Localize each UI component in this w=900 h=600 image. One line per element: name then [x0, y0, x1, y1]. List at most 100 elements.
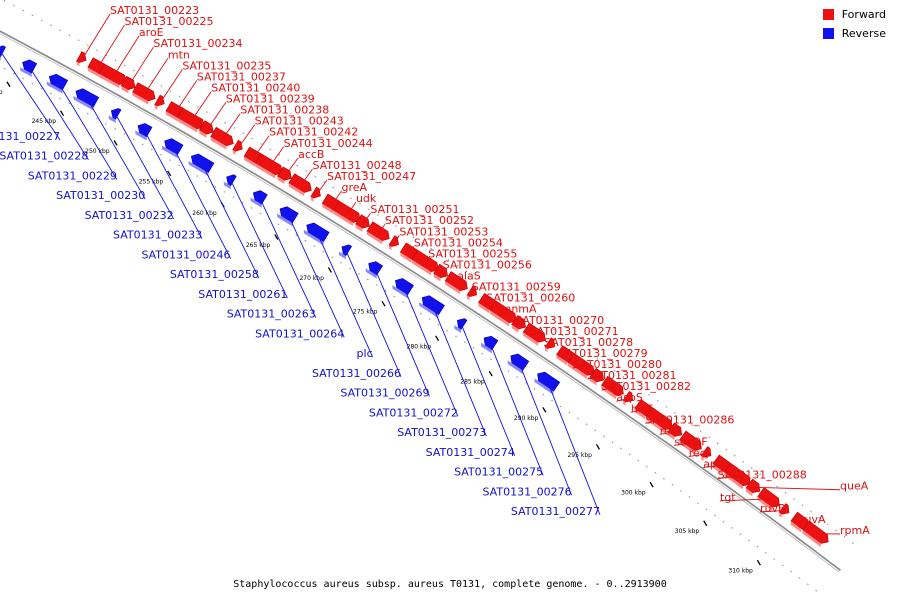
scale-tick-label: 245 kbp [32, 118, 57, 125]
leader-line [719, 498, 771, 502]
gene-arrow [802, 520, 829, 544]
gene-label: recJ [689, 447, 709, 460]
gene-label: SAT0131_00253 [399, 225, 488, 238]
gene-label: SAT0131_00282 [602, 380, 691, 393]
leader-line [379, 223, 386, 233]
gene-arrow-face [411, 259, 432, 276]
gene-arrow-face [802, 529, 821, 547]
gene-arrow [137, 123, 153, 138]
gene-label: SAT0131_00266 [312, 367, 401, 380]
gene-label: SAT0131_00281 [587, 369, 676, 382]
leader-line [332, 190, 342, 204]
gene-label: SAT0131_00274 [426, 446, 515, 459]
leader-line [485, 301, 490, 304]
gene-label: SAT0131_00279 [559, 347, 648, 360]
scale-tick-label: 270 kbp [299, 275, 324, 282]
gene-label: aroE [139, 26, 164, 39]
gene-arrow [0, 45, 7, 58]
gene-label: accB [298, 148, 324, 161]
gene-arrow-face [365, 268, 377, 279]
gene-arrow-face [132, 92, 149, 105]
gene-label: SAT0131_00258 [170, 268, 259, 281]
gene-label: SAT0131_00252 [385, 214, 474, 227]
gene-arrow-face [250, 197, 262, 208]
gene-label: SAT0131_00278 [544, 336, 633, 349]
gene-arrow [132, 82, 156, 102]
scale-tick [435, 335, 440, 342]
gene-arrow [510, 353, 530, 371]
gene-arrow [110, 108, 122, 120]
gene-label: SAT0131_00259 [472, 281, 561, 294]
gene-label: rpmA [840, 524, 870, 537]
gene-label: SAT0131_00230 [56, 189, 145, 202]
leader-line [129, 46, 154, 85]
gene-label: ruvB [760, 502, 786, 515]
gene-label: SAT0131_00227 [0, 130, 60, 143]
gene-arrow-face [154, 104, 158, 110]
gene-arrow-face [623, 400, 626, 406]
gene-label: SAT0131_00243 [255, 115, 344, 128]
gene-label: SAT0131_00228 [0, 150, 88, 163]
gene-arrow-face [277, 213, 293, 227]
gene-label: SAT0131_00248 [313, 159, 402, 172]
gene-arrow-face [288, 183, 305, 197]
gene-arrow-face [511, 324, 519, 333]
gene-arrow-face [489, 310, 510, 327]
leader-line [316, 230, 374, 358]
gene-label: alaS [457, 270, 481, 283]
gene-arrow-face [244, 156, 256, 167]
leader-layer [0, 13, 841, 535]
gene-label: SAT0131_00270 [515, 314, 604, 327]
gene-label: SAT0131_00234 [153, 37, 242, 50]
gene-label: SAT0131_00232 [85, 209, 174, 222]
leader-line [285, 157, 299, 176]
scale-tick [595, 444, 601, 450]
forward-track-guide [3, 0, 859, 548]
scale-tick [756, 559, 761, 566]
leader-line [191, 91, 212, 120]
gene-label: SAT0131_00254 [414, 236, 503, 249]
scale-tick [381, 300, 386, 307]
gene-arrow-face [199, 130, 207, 138]
leader-line [0, 50, 61, 141]
leader-line [799, 521, 802, 524]
gene-label: SAT0131_00288 [718, 469, 807, 482]
leader-line [558, 354, 568, 358]
legend-reverse: Reverse [822, 27, 886, 40]
gene-arrow [483, 335, 499, 351]
leader-line [160, 69, 183, 103]
leader-line [97, 24, 125, 68]
gene-arrow-face [121, 85, 129, 94]
gene-arrow-face [339, 251, 346, 260]
gene-label: plc [357, 347, 373, 360]
gene-label: SAT0131_00238 [240, 104, 329, 117]
scale-tick [274, 234, 279, 240]
gene-arrow [154, 94, 165, 107]
legend-reverse-label: Reverse [841, 27, 886, 40]
gene-label: SAT0131_00233 [113, 229, 202, 242]
gene-arrow [421, 295, 445, 316]
gene-arrow-face [277, 176, 285, 184]
gene-label: SAT0131_00271 [530, 325, 619, 338]
legend-forward: Forward [822, 8, 886, 21]
leader-line [344, 248, 402, 378]
leader-line [630, 408, 646, 413]
gene-arrow-face [99, 73, 120, 89]
leader-line [572, 365, 583, 369]
gene-arrow [120, 75, 136, 91]
gene-arrow [366, 221, 390, 242]
forward-swatch [822, 9, 834, 20]
gene-arrow [667, 422, 683, 437]
scale-tick-label: 255 kbp [139, 178, 164, 185]
scale-tick-label: 290 kbp [514, 415, 539, 422]
leader-line [28, 65, 89, 160]
gene-arrow [723, 462, 751, 487]
gene-arrow-face [135, 130, 147, 141]
gene-arrow-face [556, 354, 568, 366]
gene-arrow [232, 139, 243, 152]
gene-label: SAT0131_00237 [197, 70, 286, 83]
leader-line [269, 146, 284, 166]
gene-arrow-face [177, 117, 198, 133]
gene-arrow-face [454, 325, 461, 333]
leader-line [373, 266, 430, 397]
